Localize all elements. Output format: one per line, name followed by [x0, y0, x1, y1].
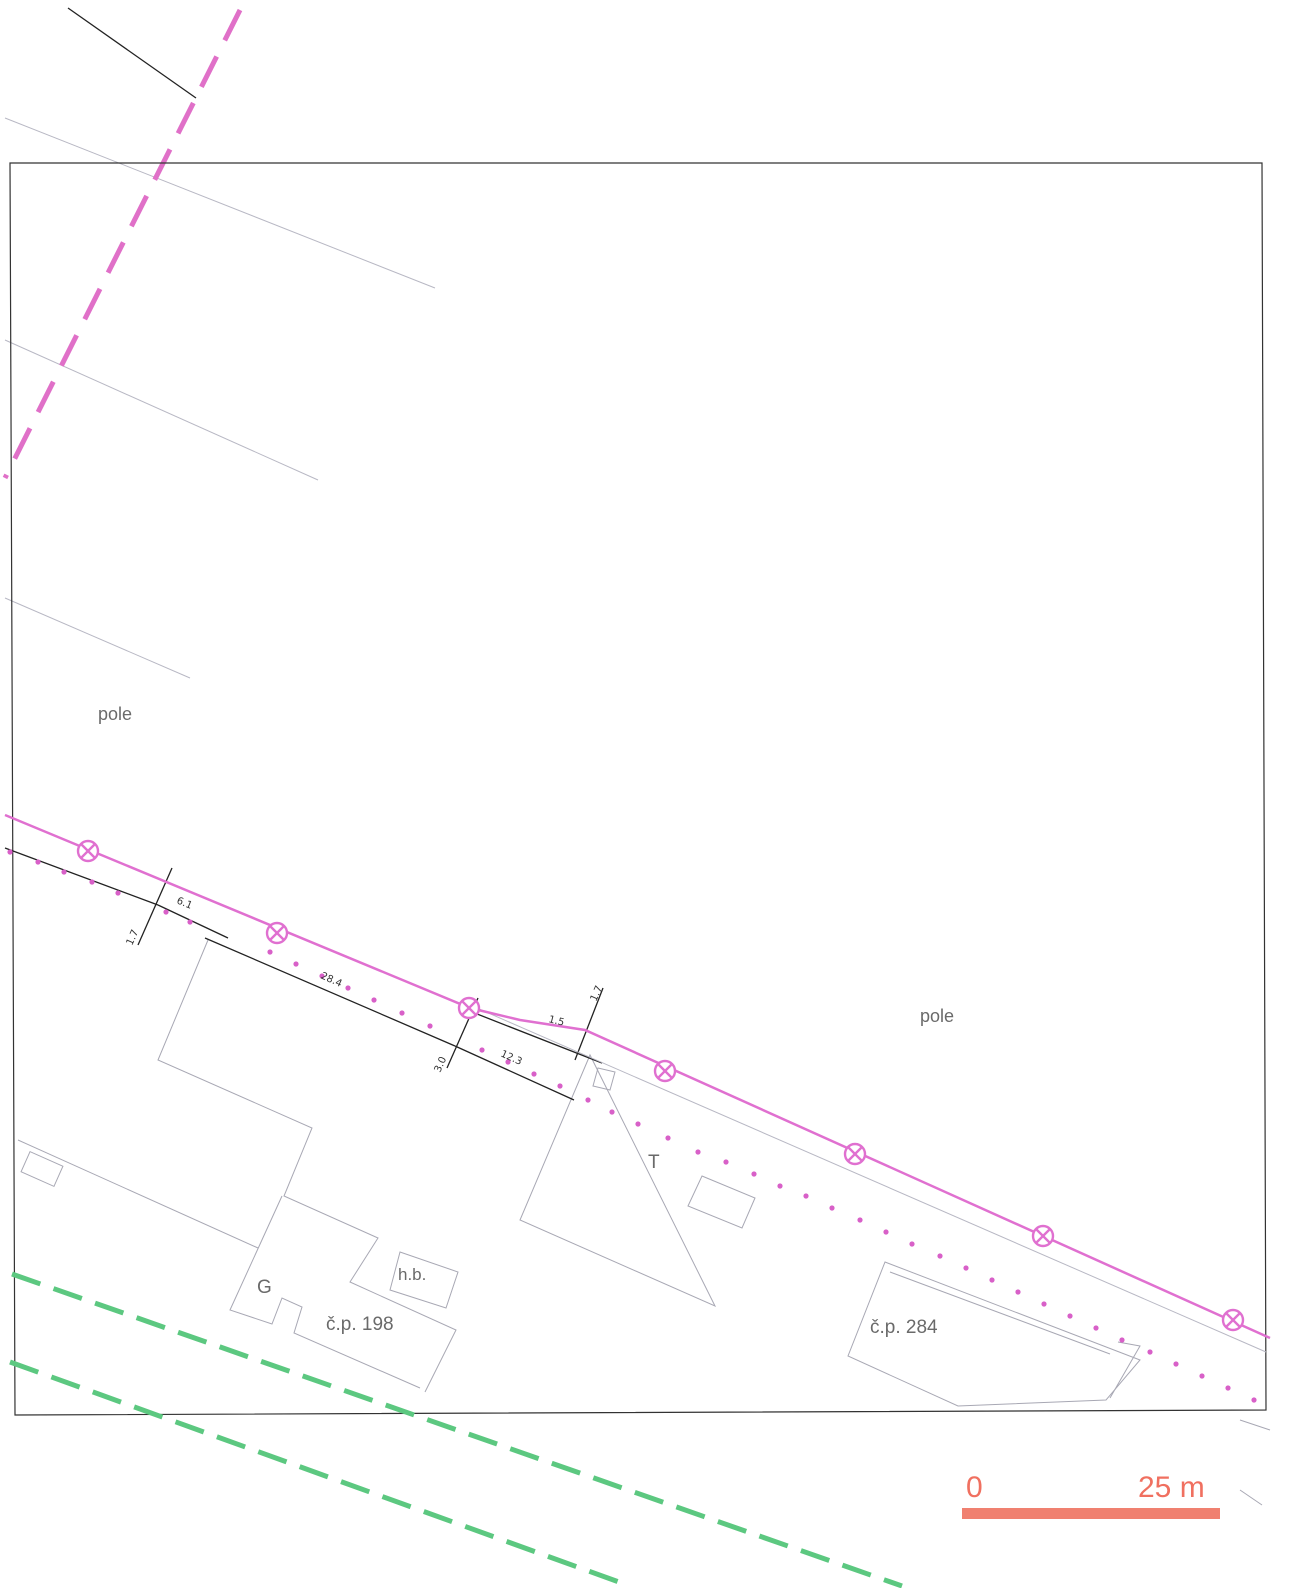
power-poles	[76, 839, 1245, 1332]
garage-label: G	[257, 1277, 272, 1298]
circle-x-icon	[653, 1059, 677, 1083]
building-label-198: č.p. 198	[326, 1314, 394, 1335]
transformer-label: T	[648, 1152, 660, 1173]
field-label: pole	[98, 704, 132, 724]
dimension-label: 6.1	[175, 896, 194, 912]
scale-start-label: 0	[966, 1471, 983, 1504]
building-label-284: č.p. 284	[870, 1317, 938, 1338]
power-line	[4, 813, 1271, 1340]
circle-x-icon	[843, 1142, 867, 1166]
field-label: pole	[920, 1006, 954, 1026]
buildings	[17, 939, 1271, 1506]
map-frame	[9, 162, 1267, 1416]
outbuilding-label: h.b.	[398, 1265, 426, 1284]
dimension-label: 28.4	[319, 971, 344, 990]
scale-bar: 0 25 m	[962, 1471, 1220, 1519]
dashed-green-lines	[9, 1271, 903, 1588]
dimension-label: 1.7	[589, 984, 606, 1003]
parcel-edge-line	[469, 1004, 1267, 1353]
circle-x-icon	[1031, 1224, 1055, 1248]
parcel-boundaries	[4, 117, 436, 679]
scale-bar-rule	[962, 1508, 1220, 1519]
dashed-magenta-line	[2, 8, 243, 480]
circle-x-icon	[1221, 1308, 1245, 1332]
dimension-label: 12.3	[499, 1049, 524, 1068]
scale-end-label: 25 m	[1138, 1471, 1205, 1504]
dotted-magenta-line	[7, 849, 1257, 1403]
dimension-label: 1.5	[547, 1014, 565, 1029]
boundary-line-upper	[67, 7, 197, 99]
dimension-label: 3.0	[433, 1055, 450, 1074]
circle-x-icon	[457, 996, 481, 1020]
circle-x-icon	[265, 921, 289, 945]
circle-x-icon	[76, 839, 100, 863]
